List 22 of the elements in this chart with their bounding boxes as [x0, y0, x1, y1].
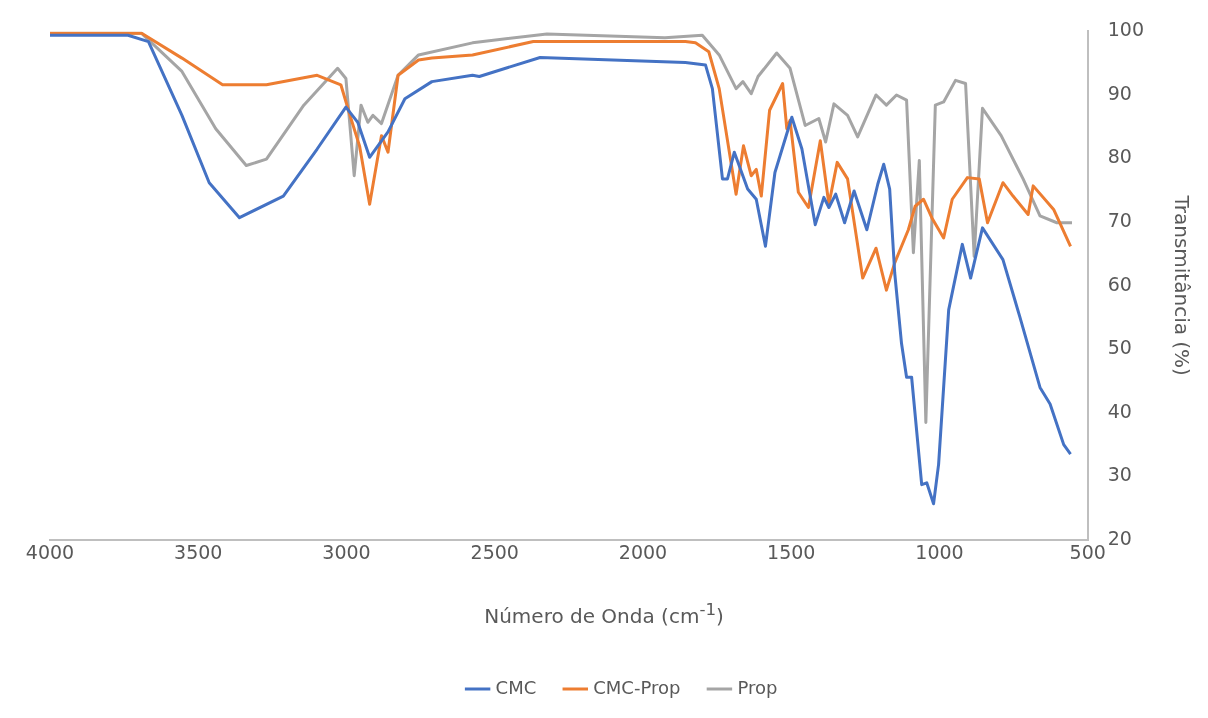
x-axis-title: Número de Onda (cm$^{-1}$) [483, 600, 725, 628]
y-tick-label: 40 [1107, 399, 1132, 422]
y-tick-label: 20 [1107, 526, 1132, 549]
x-tick-label: 4000 [25, 541, 75, 564]
y-tick-label: 90 [1107, 81, 1132, 104]
legend-label: CMC-Prop [593, 676, 681, 698]
x-tick-label: 500 [1069, 541, 1106, 564]
y-tick-label: 60 [1107, 272, 1132, 295]
y-tick-label: 100 [1107, 18, 1144, 41]
x-tick-label: 2500 [470, 541, 519, 564]
x-tick-label: 1500 [767, 541, 816, 564]
legend-label: Prop [737, 676, 778, 698]
y-axis-title: Transmitância (%) [1169, 194, 1194, 376]
x-tick-label: 2000 [618, 541, 668, 564]
x-tick-label: 3000 [322, 541, 371, 564]
y-tick-label: 50 [1107, 336, 1132, 359]
y-tick-label: 30 [1107, 463, 1132, 486]
y-tick-label: 70 [1107, 209, 1132, 232]
x-tick-label: 1000 [915, 541, 964, 564]
y-tick-label: 80 [1107, 145, 1132, 168]
legend-label: CMC [495, 676, 537, 698]
x-tick-label: 3500 [174, 541, 223, 564]
